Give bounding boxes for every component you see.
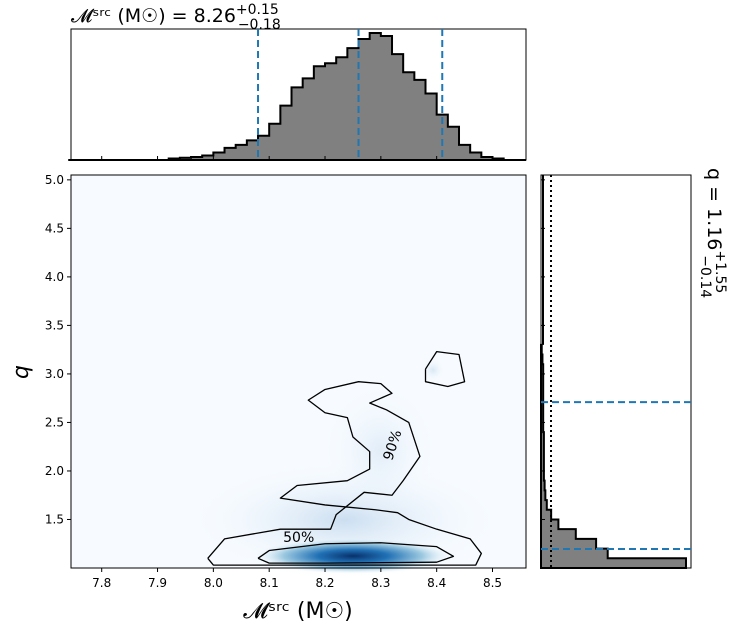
y-tick-label-7: 5.0 xyxy=(45,173,64,187)
right-title-main: q = 1.16 xyxy=(703,168,725,250)
top-xticks xyxy=(101,156,494,160)
joint-yticks: 1.5 2.0 2.5 3.0 3.5 4.0 4.5 5.0 xyxy=(45,173,71,526)
y-tick-label-3: 3.0 xyxy=(45,367,64,381)
density-island xyxy=(421,358,445,382)
top-title: 𝓜ˢʳᶜ (M☉) = 8.26+0.15 −0.18 xyxy=(71,2,281,33)
y-tick-label-1: 2.0 xyxy=(45,464,64,478)
joint-panel-frame xyxy=(70,174,527,569)
x-tick-label-5: 8.3 xyxy=(371,576,390,590)
right-title: q = 1.16+1.55−0.14 xyxy=(697,168,728,298)
top-title-main: 𝓜ˢʳᶜ (M☉) = 8.26 xyxy=(71,5,236,27)
right-marginal-panel: q = 1.16+1.55−0.14 xyxy=(540,168,728,569)
joint-xticks: 7.8 7.9 8.0 8.1 8.2 8.3 8.4 8.5 xyxy=(92,568,502,590)
top-marginal-panel: 𝓜ˢʳᶜ (M☉) = 8.26+0.15 −0.18 xyxy=(68,2,527,161)
top-title-sup: +0.15 xyxy=(236,2,279,18)
right-title-sub: −0.14 xyxy=(697,255,713,298)
y-tick-label-0: 1.5 xyxy=(45,512,64,526)
y-tick-label-5: 4.0 xyxy=(45,270,64,284)
x-tick-label-3: 8.1 xyxy=(260,576,279,590)
top-histogram-bars xyxy=(68,32,526,161)
contour-label-50: 50% xyxy=(283,530,314,546)
x-axis-label: 𝓜ˢʳᶜ (M☉) xyxy=(243,599,353,624)
right-histogram-bars xyxy=(540,343,687,569)
contour-line-1 xyxy=(207,381,482,566)
joint-panel: 50%90% 7.8 7.9 8.0 8.1 8.2 8.3 8.4 8.5 1.52.02.… xyxy=(9,173,527,624)
top-title-sub: −0.18 xyxy=(238,17,281,33)
density-map xyxy=(185,358,505,580)
right-title-sup: +1.55 xyxy=(712,250,728,293)
x-tick-label-6: 8.4 xyxy=(427,576,446,590)
x-tick-label-1: 7.9 xyxy=(148,576,167,590)
y-axis-label: q xyxy=(9,365,34,379)
right-yticks xyxy=(541,179,545,520)
y-tick-label-6: 4.5 xyxy=(45,221,64,235)
x-tick-label-7: 8.5 xyxy=(483,576,502,590)
density-halo-upper xyxy=(320,380,440,520)
x-tick-label-0: 7.8 xyxy=(92,576,111,590)
right-panel-frame xyxy=(540,174,692,569)
top-histogram xyxy=(68,32,526,161)
contour-line-2 xyxy=(424,350,466,388)
x-tick-label-2: 8.0 xyxy=(204,576,223,590)
contour-line-0 xyxy=(257,542,455,564)
y-tick-label-4: 3.5 xyxy=(45,318,64,332)
right-quantile-lines xyxy=(541,175,691,568)
x-tick-label-4: 8.2 xyxy=(315,576,334,590)
right-histogram xyxy=(540,175,687,569)
y-tick-label-2: 2.5 xyxy=(45,415,64,429)
